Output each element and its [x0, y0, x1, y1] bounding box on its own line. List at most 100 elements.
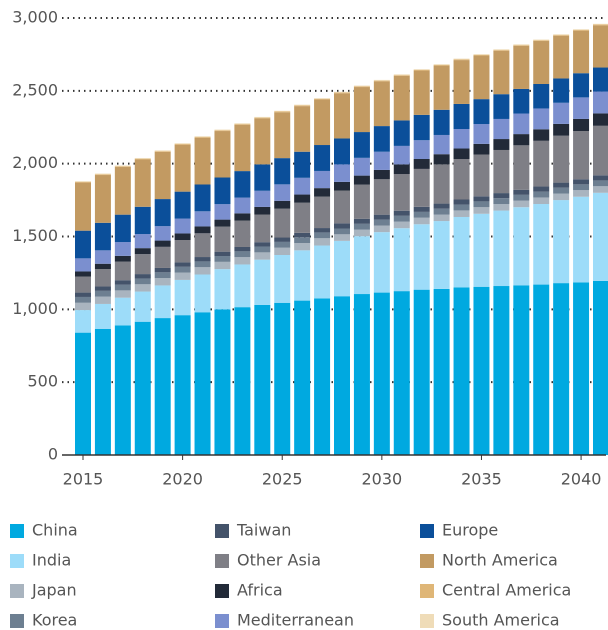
bar-segment [593, 23, 608, 25]
bar-segment [214, 226, 231, 252]
bar-segment [513, 88, 530, 114]
bar-segment [114, 297, 131, 326]
bar-segment [433, 288, 450, 455]
bar-segment [214, 177, 231, 205]
legend-label: China [32, 521, 78, 540]
bar-segment [353, 184, 370, 219]
bar-segment [533, 140, 550, 187]
bar-segment [573, 73, 590, 98]
bar-segment [334, 240, 350, 297]
bar-segment [373, 81, 390, 127]
bar-segment [194, 312, 211, 455]
bar-segment [513, 45, 530, 89]
bar-segment [513, 207, 530, 286]
bar-segment [493, 210, 510, 287]
bar-segment [234, 197, 251, 214]
bar-segment [75, 181, 91, 183]
legend-label: Central America [442, 581, 571, 600]
bar-segment [194, 261, 211, 268]
legend-swatch [420, 584, 434, 598]
bar-segment [75, 230, 91, 259]
y-tick-label: 1,500 [12, 226, 58, 245]
bar-segment [114, 167, 131, 215]
bar-segment [433, 203, 450, 209]
bar-segment [134, 321, 151, 455]
bar-segment [593, 125, 608, 176]
legend-swatch [215, 524, 229, 538]
bar-segment [314, 245, 331, 299]
bar-segment [294, 250, 311, 301]
bar-segment [413, 159, 430, 169]
bar-segment [433, 64, 450, 65]
bar-segment [493, 50, 510, 51]
bar-segment [513, 44, 530, 46]
bar-segment [134, 206, 151, 235]
bar-segment [513, 145, 530, 190]
bar-segment [573, 97, 590, 119]
bar-segment [573, 190, 590, 197]
bar-segment [593, 67, 608, 92]
bar-segment [593, 175, 608, 181]
bar-segment [393, 145, 410, 165]
bar-segment [274, 237, 291, 242]
bar-segment [294, 194, 311, 203]
bar-segment [154, 272, 171, 279]
x-tick-label: 2025 [262, 470, 303, 489]
bar-segment [453, 199, 470, 205]
bar-segment [433, 154, 450, 165]
bar-segment [433, 214, 450, 222]
bar-segment [294, 243, 311, 251]
bar-segment [334, 164, 350, 182]
bar-segment [493, 50, 510, 95]
bar-segment [314, 228, 331, 233]
bar-segment [94, 303, 111, 329]
bar-segment [194, 137, 211, 185]
legend-swatch [420, 524, 434, 538]
bar-segment [294, 104, 311, 106]
bar-segment [94, 175, 111, 223]
bar-segment [314, 232, 331, 239]
bar-segment [453, 287, 470, 455]
bar-segment [254, 206, 271, 215]
bar-segment [194, 257, 211, 262]
bar-segment [553, 34, 570, 36]
bar-segment [533, 197, 550, 205]
bar-segment [114, 280, 131, 285]
legend-label: North America [442, 551, 558, 570]
bar-segment [174, 144, 191, 192]
bar-segment [353, 157, 370, 176]
bar-segment [274, 110, 291, 112]
bar-segment [234, 307, 251, 455]
bar-segment [533, 204, 550, 285]
bar-segment [274, 200, 291, 209]
bar-segment [413, 69, 430, 70]
bar-segment [194, 184, 211, 212]
bar-segment [214, 261, 231, 270]
bar-segment [194, 274, 211, 313]
bar-segment [393, 228, 410, 292]
bar-segment [114, 284, 131, 291]
bar-segment [573, 131, 590, 180]
bar-segment [453, 103, 470, 129]
bar-segment [75, 302, 91, 311]
bar-segment [234, 213, 251, 221]
bar-segment [154, 150, 171, 152]
bar-segment [314, 298, 331, 455]
bar-segment [553, 182, 570, 188]
bar-segment [94, 263, 111, 270]
bar-segment [174, 239, 191, 263]
bar-segment [413, 140, 430, 160]
bar-segment [274, 158, 291, 185]
bar-segment [433, 134, 450, 155]
bar-segment [373, 232, 390, 293]
bar-segment [413, 224, 430, 290]
y-tick-label: 2,000 [12, 153, 58, 172]
bar-segment [114, 255, 131, 262]
bar-segment [94, 296, 111, 304]
bar-segment [553, 102, 570, 124]
bar-segment [194, 211, 211, 227]
bar-segment [393, 120, 410, 146]
legend-label: Mediterranean [237, 611, 354, 630]
bar-segment [413, 70, 430, 115]
bar-segment [214, 219, 231, 227]
